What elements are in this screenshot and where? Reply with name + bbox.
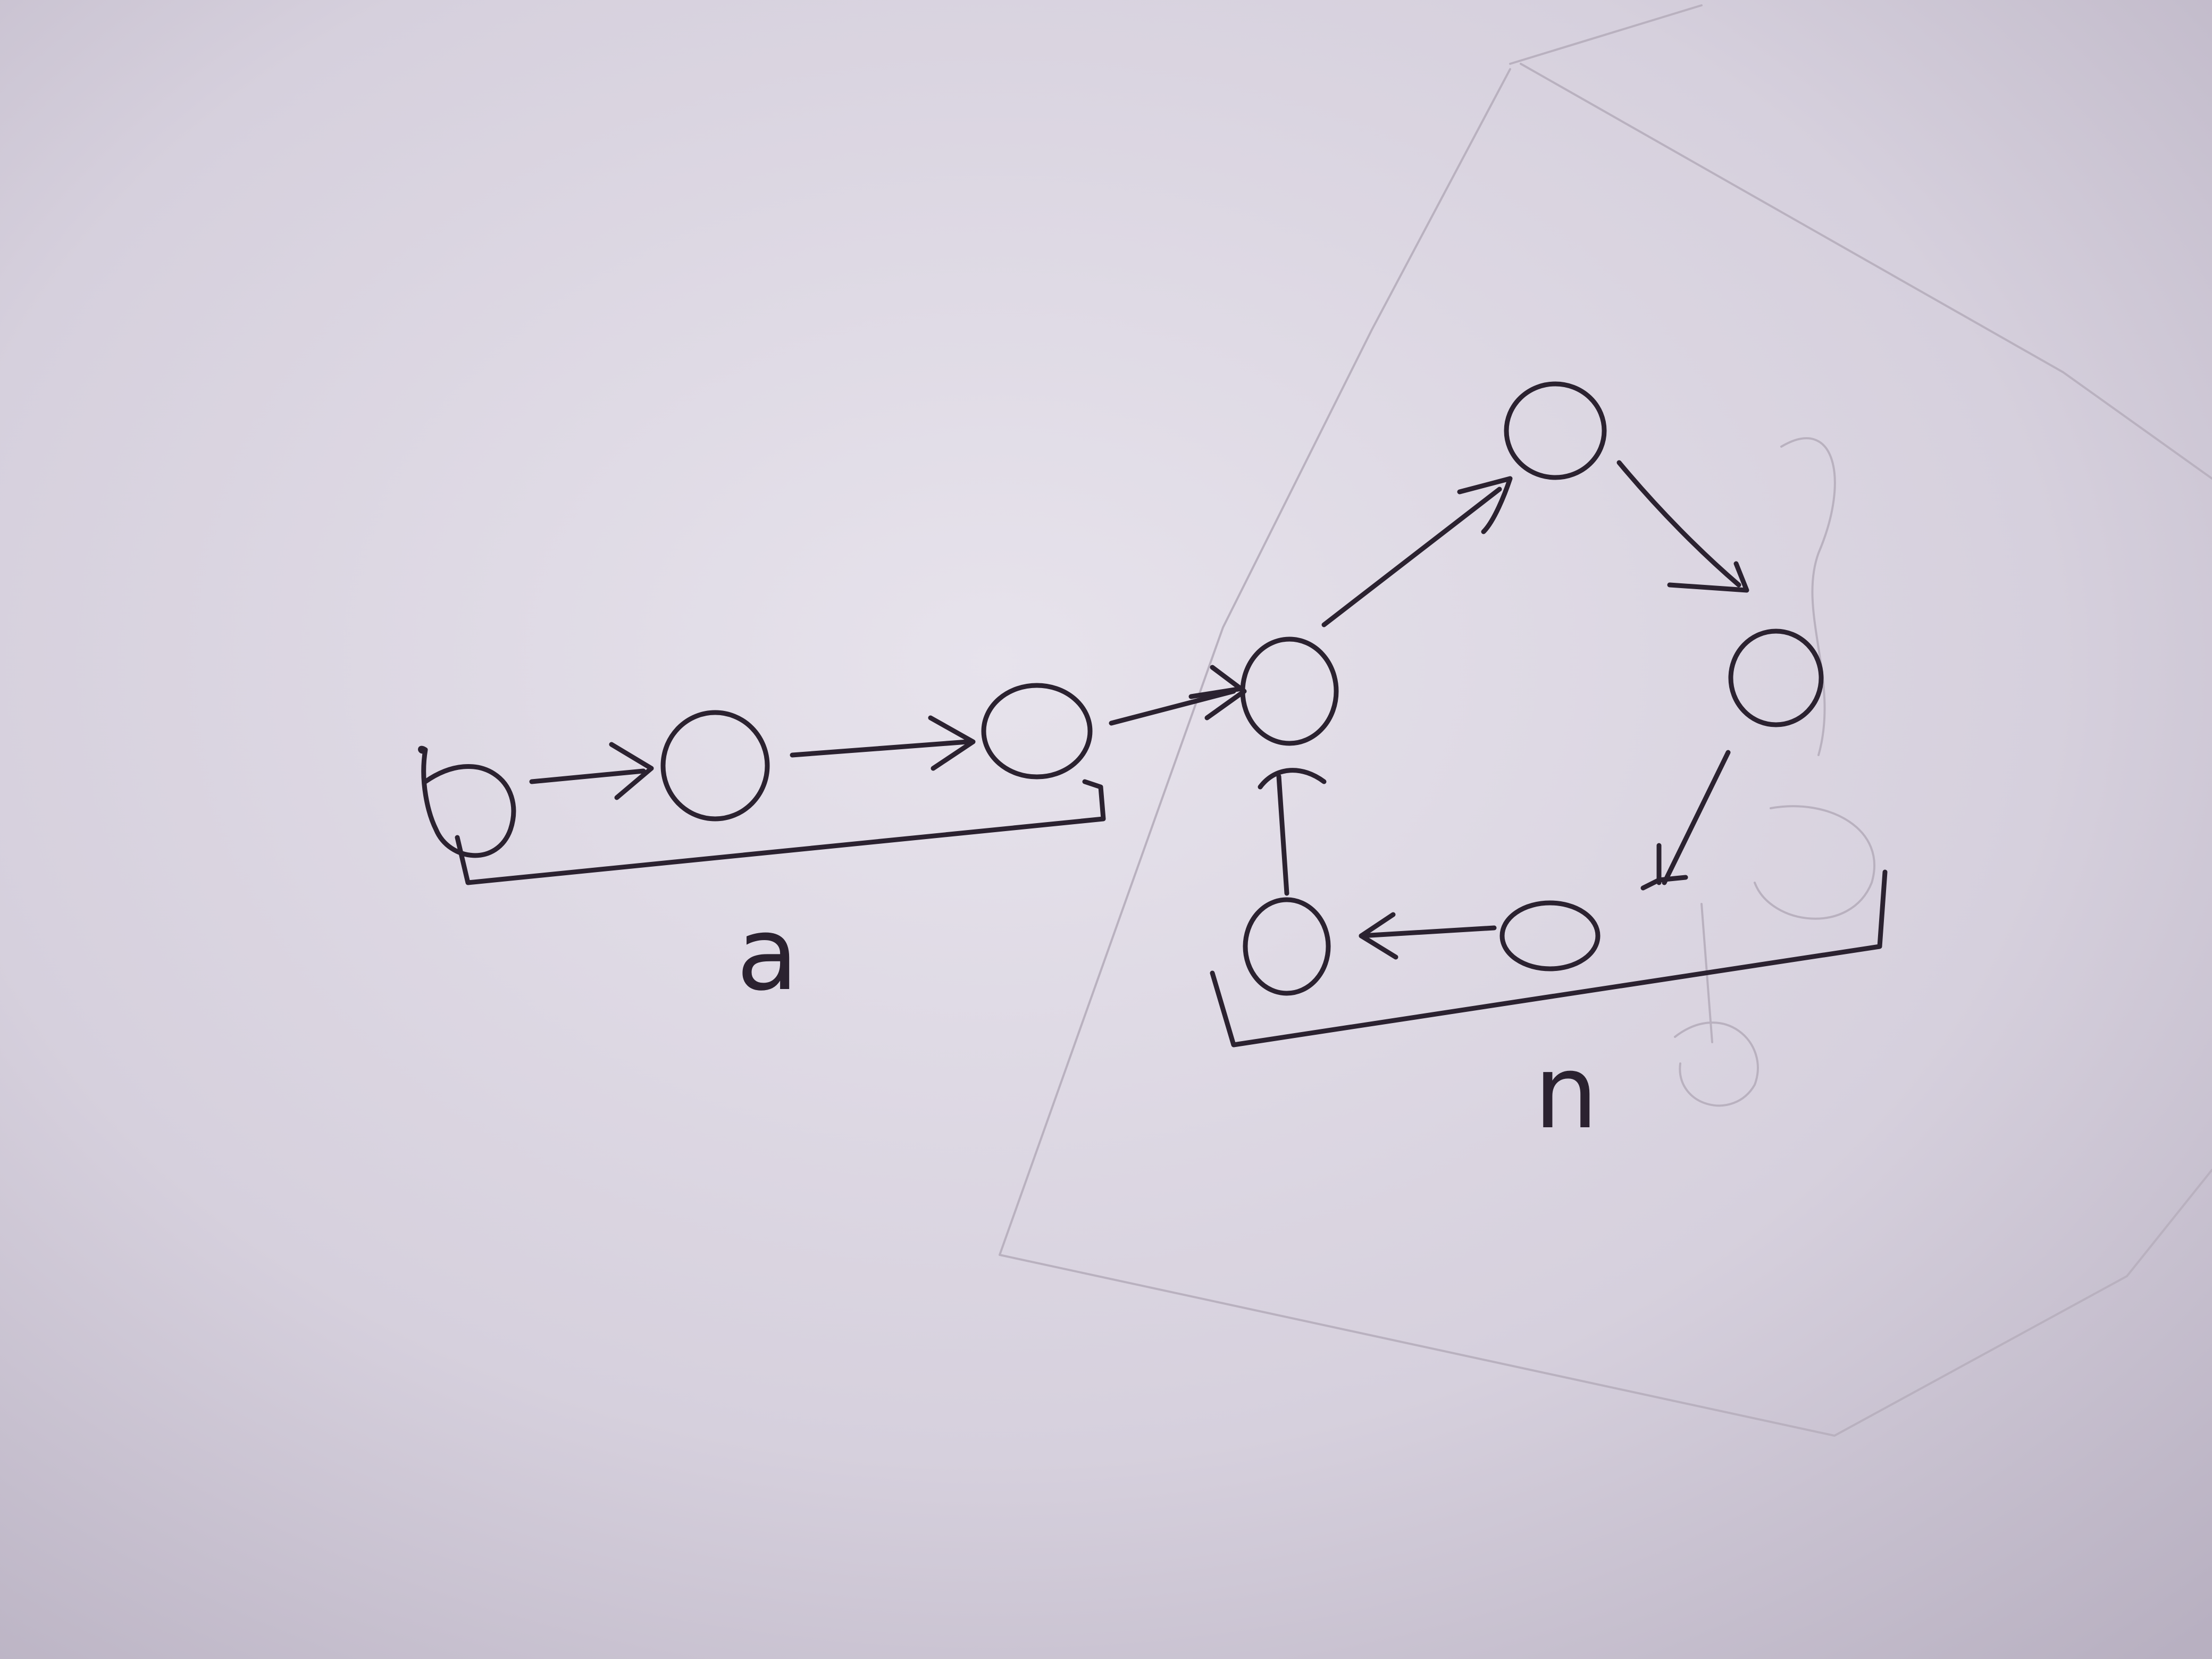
brace-a-label: a <box>736 895 798 1013</box>
edge-n7-n8 <box>1359 912 1497 960</box>
brace-n <box>1210 869 1888 1048</box>
edge-n8-n4 <box>1258 768 1327 896</box>
edge-n3-n4 <box>1109 665 1247 726</box>
edge-n4-n5 <box>1321 476 1513 627</box>
edge-n6-n7 <box>1640 750 1731 891</box>
node-6 <box>1728 629 1824 727</box>
node-5 <box>1504 381 1607 480</box>
paper-edge-outline <box>999 4 2212 1437</box>
edge-n2-n3 <box>790 715 976 771</box>
node-2 <box>660 710 770 822</box>
brace-a <box>455 779 1106 885</box>
node-8 <box>1243 897 1331 996</box>
brace-n-label: n <box>1534 1034 1598 1151</box>
edge-n1-n2 <box>529 742 654 800</box>
edge-n5-n6 <box>1616 460 1749 593</box>
node-7 <box>1499 900 1601 971</box>
node-3 <box>981 683 1093 780</box>
